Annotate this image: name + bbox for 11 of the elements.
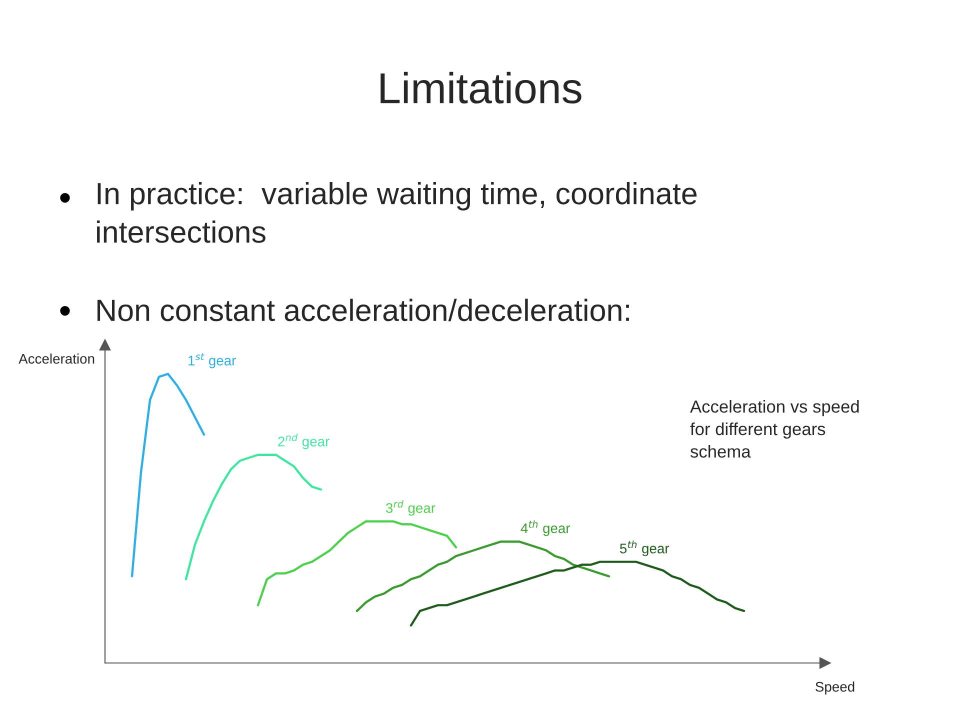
- text: In practice: variable waiting time, coordinate intersections: [97, 182, 697, 243]
- y-axis-title: Acceleration: [18, 354, 94, 364]
- series-label: 4$^{th}$ gear: [520, 520, 570, 536]
- text: Non constant acceleration/deceleration:: [98, 298, 629, 322]
- chart-title: Limitations: [380, 72, 582, 104]
- annotation: Acceleration vs speed for different gears schema: [690, 400, 859, 458]
- x-axis-title: Speed: [816, 682, 854, 694]
- series-label: 2$^{nd}$ gear: [278, 434, 330, 450]
- series-label: 3$^{rd}$ gear: [386, 500, 436, 516]
- series-label: 1$^{st}$ gear: [188, 353, 236, 368]
- series-label: 5$^{th}$ gear: [620, 540, 670, 556]
